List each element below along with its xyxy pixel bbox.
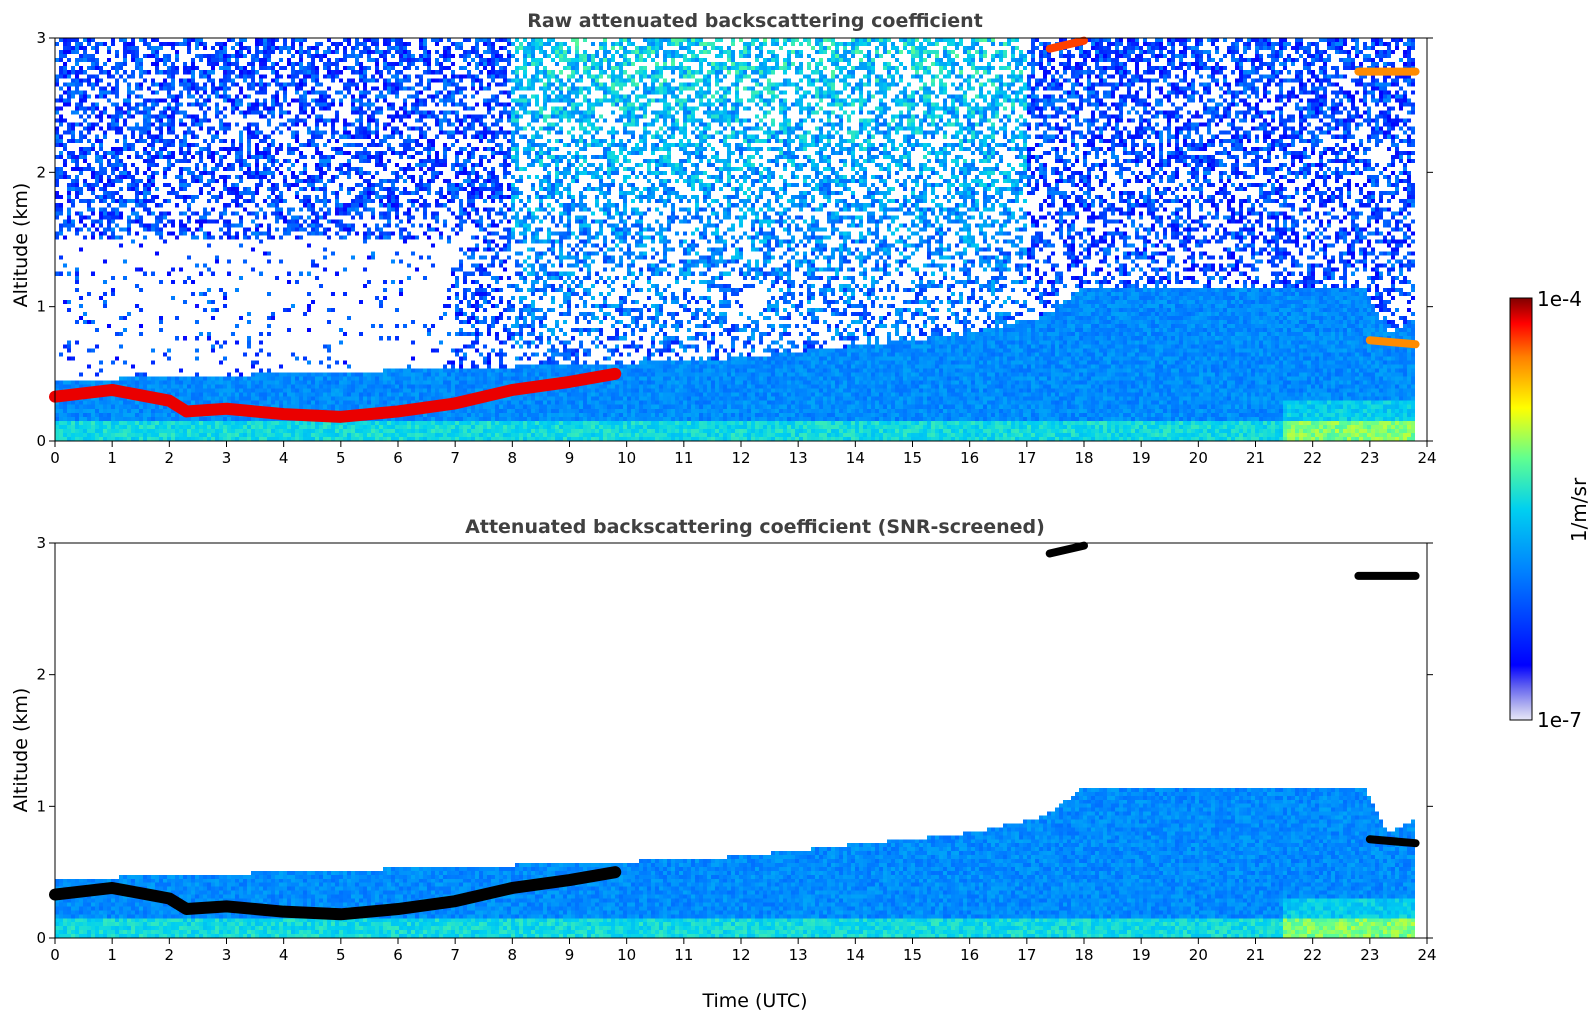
x-tick-label: 5 (336, 449, 346, 467)
y-tick-label: 2 (36, 163, 46, 181)
plot-area (49, 541, 1428, 939)
x-tick-label: 18 (1074, 449, 1093, 467)
x-tick-label: 16 (960, 946, 979, 964)
x-tick-label: 10 (617, 946, 636, 964)
layer-0 (49, 367, 622, 423)
x-tick-label: 6 (393, 449, 403, 467)
x-tick-label: 3 (222, 946, 232, 964)
x-tick-label: 9 (565, 946, 575, 964)
plot-area (49, 36, 1428, 442)
x-ticks: 0 1 2 3 4 5 6 7 8 9 10 11 12 13 14 15 16 17 18 19 20 21 22 23 24 (50, 938, 1437, 964)
x-tick-label: 21 (1246, 449, 1265, 467)
x-tick-label: 20 (1189, 449, 1208, 467)
x-tick-label: 6 (393, 946, 403, 964)
backscatter-field (55, 38, 1427, 441)
y-axis-label: Altitude (km) (10, 688, 32, 813)
x-tick-label: 13 (789, 449, 808, 467)
panel-snr: Attenuated backscattering coefficient (S… (10, 516, 1437, 1012)
x-tick-label: 4 (279, 946, 289, 964)
y-tick-label: 0 (36, 929, 46, 947)
x-tick-label: 10 (617, 449, 636, 467)
x-tick-label: 21 (1246, 946, 1265, 964)
x-tick-label: 17 (1017, 449, 1036, 467)
x-tick-label: 15 (903, 946, 922, 964)
x-tick-label: 11 (674, 946, 693, 964)
x-tick-label: 23 (1360, 946, 1379, 964)
x-tick-label: 4 (279, 449, 289, 467)
layer-3 (1365, 336, 1420, 349)
x-ticks: 0 1 2 3 4 5 6 7 8 9 10 11 12 13 14 15 16 17 18 19 20 21 22 23 24 (50, 441, 1437, 467)
backscatter-field (55, 543, 1427, 938)
x-tick-label: 7 (450, 946, 460, 964)
layer-3 (1365, 835, 1420, 848)
colorbar: 1e-4 1e-7 1/m/sr (1509, 287, 1591, 732)
x-tick-label: 18 (1074, 946, 1093, 964)
x-tick-label: 8 (508, 449, 518, 467)
x-tick-label: 2 (165, 946, 175, 964)
layer-0 (49, 866, 622, 921)
x-tick-label: 22 (1303, 946, 1322, 964)
y-tick-label: 1 (36, 797, 46, 815)
x-tick-label: 22 (1303, 449, 1322, 467)
x-tick-label: 23 (1360, 449, 1379, 467)
panel-title: Attenuated backscattering coefficient (S… (465, 516, 1045, 538)
x-tick-label: 12 (731, 946, 750, 964)
x-tick-label: 15 (903, 449, 922, 467)
x-tick-label: 24 (1417, 449, 1436, 467)
colorbar-gradient (1509, 297, 1533, 721)
x-tick-label: 1 (107, 946, 117, 964)
x-tick-label: 0 (50, 449, 60, 467)
panel-title: Raw attenuated backscattering coefficien… (527, 10, 983, 32)
x-tick-label: 14 (846, 449, 865, 467)
y-ticks: 0 1 2 3 (36, 29, 1433, 450)
x-tick-label: 14 (846, 946, 865, 964)
panel-raw: Raw attenuated backscattering coefficien… (10, 10, 1437, 467)
colorbar-min-label: 1e-7 (1537, 708, 1582, 732)
x-tick-label: 24 (1417, 946, 1436, 964)
layer-1 (1045, 36, 1088, 53)
y-tick-label: 3 (36, 29, 46, 47)
x-tick-label: 1 (107, 449, 117, 467)
x-tick-label: 3 (222, 449, 232, 467)
y-tick-label: 1 (36, 298, 46, 316)
x-tick-label: 12 (731, 449, 750, 467)
x-tick-label: 11 (674, 449, 693, 467)
x-axis-label: Time (UTC) (701, 990, 807, 1012)
x-tick-label: 8 (508, 946, 518, 964)
x-tick-label: 5 (336, 946, 346, 964)
layer-1 (1045, 541, 1088, 558)
colorbar-unit-label: 1/m/sr (1567, 477, 1591, 542)
x-tick-label: 17 (1017, 946, 1036, 964)
x-tick-label: 16 (960, 449, 979, 467)
x-tick-label: 7 (450, 449, 460, 467)
x-tick-label: 19 (1132, 946, 1151, 964)
y-tick-label: 0 (36, 432, 46, 450)
x-tick-label: 19 (1132, 449, 1151, 467)
x-tick-label: 0 (50, 946, 60, 964)
y-tick-label: 3 (36, 534, 46, 552)
x-tick-label: 20 (1189, 946, 1208, 964)
x-tick-label: 13 (789, 946, 808, 964)
y-axis-label: Altitude (km) (10, 183, 32, 308)
x-tick-label: 2 (165, 449, 175, 467)
y-tick-label: 2 (36, 666, 46, 684)
x-tick-label: 9 (565, 449, 575, 467)
y-ticks: 0 1 2 3 (36, 534, 1433, 947)
colorbar-max-label: 1e-4 (1537, 287, 1582, 311)
